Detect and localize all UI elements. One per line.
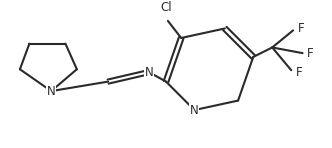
Text: Cl: Cl <box>160 1 172 14</box>
Text: N: N <box>144 66 153 79</box>
Text: F: F <box>307 47 314 60</box>
Text: F: F <box>298 22 304 35</box>
Text: N: N <box>47 85 55 98</box>
Text: N: N <box>190 104 199 117</box>
Text: F: F <box>296 66 302 79</box>
